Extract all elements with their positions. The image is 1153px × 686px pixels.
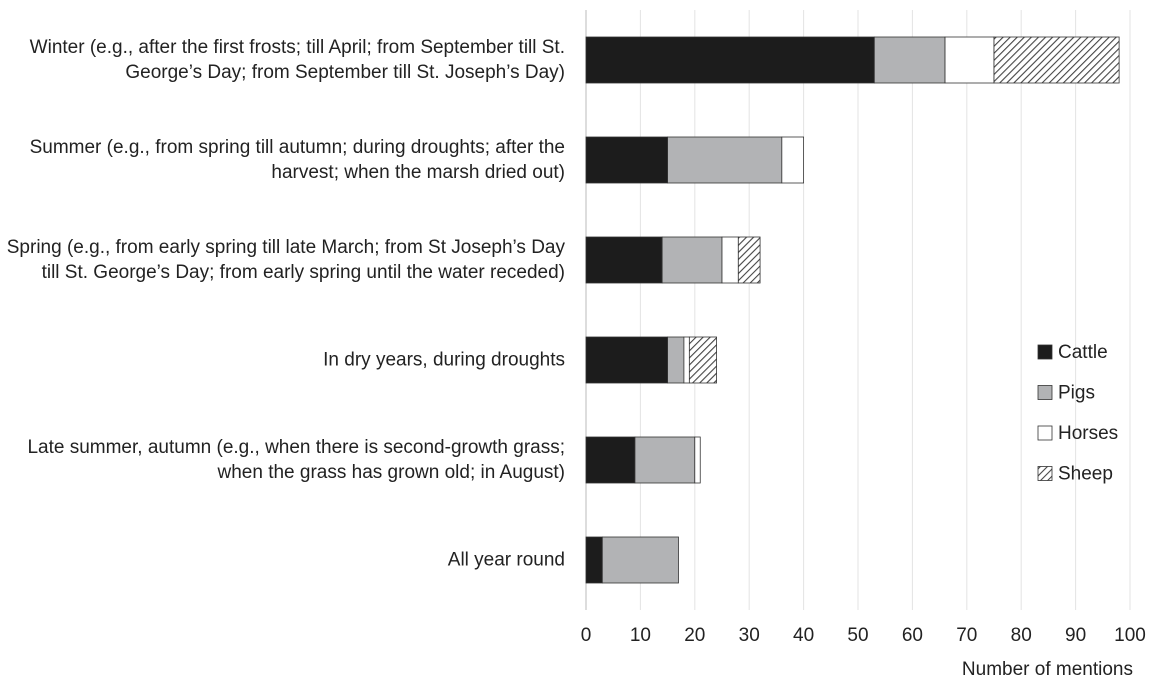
x-tick-label: 20 — [684, 625, 705, 646]
bar-segment — [737, 236, 761, 284]
y-tick-label: In dry years, during droughts — [323, 349, 565, 371]
bar-segment — [721, 236, 739, 284]
bar-segment — [667, 136, 783, 184]
y-tick-label: Late summer, autumn (e.g., when there is… — [27, 437, 565, 483]
bar-segment — [585, 136, 668, 184]
x-tick-label: 70 — [956, 625, 977, 646]
bar-segment — [873, 36, 946, 84]
x-tick-label: 40 — [793, 625, 814, 646]
legend-swatch — [1037, 385, 1053, 400]
bar-segment — [634, 436, 696, 484]
bar-segment — [585, 336, 668, 384]
y-tick-label: Winter (e.g., after the first frosts; ti… — [29, 37, 565, 83]
bar-segment — [944, 36, 995, 84]
x-tick-label: 60 — [902, 625, 923, 646]
x-tick-label: 90 — [1065, 625, 1086, 646]
x-tick-label: 10 — [630, 625, 651, 646]
bar-segment — [993, 36, 1120, 84]
x-tick-label: 80 — [1011, 625, 1032, 646]
legend-swatch — [1037, 466, 1053, 481]
bar-segment — [781, 136, 805, 184]
legend-label: Sheep — [1058, 464, 1113, 485]
y-tick-label: Spring (e.g., from early spring till lat… — [6, 237, 565, 283]
bar-segment — [683, 336, 690, 384]
bar-segment — [601, 536, 679, 584]
bar-segment — [661, 236, 723, 284]
y-tick-label: Summer (e.g., from spring till autumn; d… — [29, 137, 565, 183]
legend-swatch — [1037, 344, 1053, 360]
bar-segment — [585, 436, 636, 484]
bar-segment — [585, 236, 663, 284]
legend-swatch — [1037, 425, 1053, 441]
x-axis-title: Number of mentions — [962, 659, 1133, 680]
legend-label: Horses — [1058, 423, 1118, 444]
x-tick-label: 50 — [847, 625, 868, 646]
bar-segment — [667, 336, 685, 384]
x-tick-label: 0 — [581, 625, 592, 646]
bar-segment — [688, 336, 717, 384]
bar-segment — [694, 436, 701, 484]
y-tick-label: All year round — [447, 549, 565, 571]
x-tick-label: 100 — [1114, 625, 1146, 646]
bar-segment — [585, 36, 875, 84]
bar-segment — [585, 536, 603, 584]
legend-label: Pigs — [1058, 383, 1095, 404]
legend-label: Cattle — [1058, 342, 1108, 363]
x-tick-label: 30 — [739, 625, 760, 646]
